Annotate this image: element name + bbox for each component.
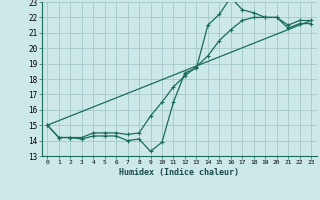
X-axis label: Humidex (Indice chaleur): Humidex (Indice chaleur) — [119, 168, 239, 177]
